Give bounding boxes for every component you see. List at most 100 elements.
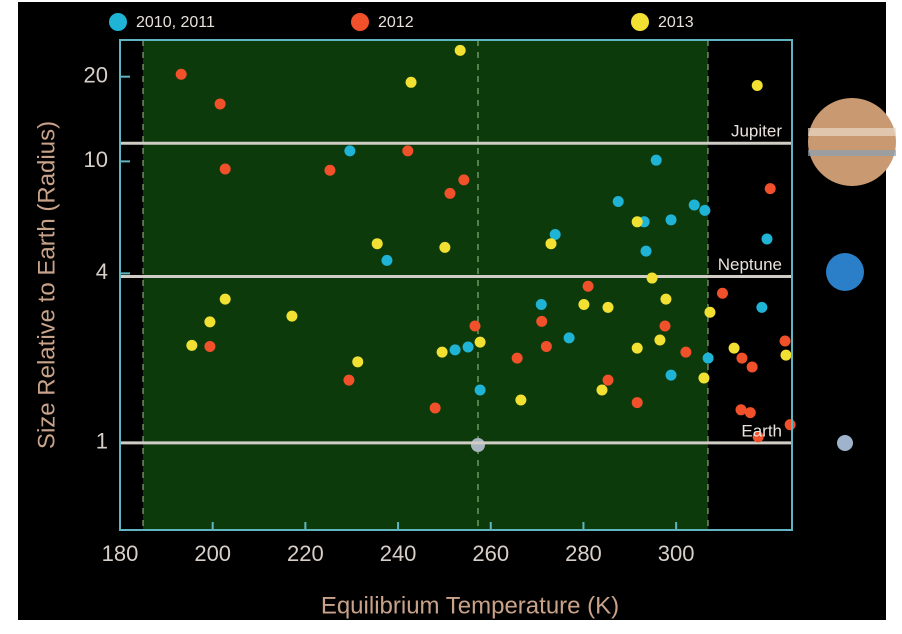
point	[474, 336, 486, 348]
point	[578, 299, 590, 311]
x-tick-label: 240	[380, 541, 417, 566]
point	[352, 356, 364, 368]
point	[540, 340, 552, 352]
point	[344, 145, 356, 157]
point	[204, 340, 216, 352]
point	[756, 301, 768, 313]
earth-marker	[471, 438, 485, 452]
point	[219, 293, 231, 305]
point	[779, 335, 791, 347]
point	[640, 245, 652, 257]
point	[761, 233, 773, 245]
point	[736, 352, 748, 364]
point	[596, 384, 608, 396]
point	[381, 254, 393, 266]
plot	[119, 44, 796, 530]
point	[219, 163, 231, 175]
legend-marker	[351, 13, 369, 31]
jupiter-band	[808, 128, 896, 136]
x-tick-label: 300	[658, 541, 695, 566]
point	[698, 372, 710, 384]
point	[752, 431, 764, 443]
point	[343, 374, 355, 386]
point	[702, 352, 714, 364]
reference-label: Neptune	[718, 255, 782, 274]
point	[449, 344, 461, 356]
habitable-zone	[143, 40, 708, 530]
point	[371, 238, 383, 250]
point	[688, 199, 700, 211]
point	[780, 349, 792, 361]
point	[402, 145, 414, 157]
point	[716, 287, 728, 299]
point	[631, 342, 643, 354]
point	[429, 402, 441, 414]
neptune-icon	[826, 253, 864, 291]
reference-label: Jupiter	[731, 122, 782, 141]
point	[728, 342, 740, 354]
point	[462, 341, 474, 353]
point	[751, 80, 763, 92]
point	[744, 407, 756, 419]
point	[214, 98, 226, 110]
point	[536, 315, 548, 327]
point	[324, 164, 336, 176]
y-axis-title: Size Relative to Earth (Radius)	[33, 121, 60, 449]
y-tick-label: 4	[96, 259, 108, 284]
y-tick-label: 1	[96, 429, 108, 454]
x-tick-label: 220	[287, 541, 324, 566]
point	[646, 272, 658, 284]
point	[784, 419, 796, 431]
point	[746, 361, 758, 373]
legend-marker	[109, 13, 127, 31]
point	[699, 204, 711, 216]
point	[735, 404, 747, 416]
point	[704, 306, 716, 318]
point	[563, 332, 575, 344]
reference-label: Earth	[741, 421, 782, 440]
earth-icon	[837, 435, 853, 451]
point	[545, 238, 557, 250]
legend-label: 2013	[658, 14, 694, 31]
point	[665, 214, 677, 226]
x-tick-label: 260	[472, 541, 509, 566]
jupiter-band	[808, 150, 896, 156]
point	[549, 228, 561, 240]
point	[602, 301, 614, 313]
x-axis-title: Equilibrium Temperature (K)	[321, 592, 619, 619]
point	[469, 320, 481, 332]
point	[186, 339, 198, 351]
point	[286, 310, 298, 322]
legend-marker	[631, 13, 649, 31]
point	[175, 68, 187, 80]
point	[665, 369, 677, 381]
point	[474, 384, 486, 396]
point	[764, 183, 776, 195]
point	[535, 299, 547, 311]
point	[515, 394, 527, 406]
point	[602, 374, 614, 386]
point	[631, 216, 643, 228]
x-tick-label: 280	[565, 541, 602, 566]
point	[436, 346, 448, 358]
point	[660, 293, 672, 305]
point	[659, 320, 671, 332]
point	[582, 280, 594, 292]
x-tick-label: 180	[102, 541, 139, 566]
legend-label: 2010, 2011	[136, 14, 215, 31]
point	[444, 187, 456, 199]
jupiter-icon	[808, 98, 896, 186]
point	[204, 316, 216, 328]
point	[650, 154, 662, 166]
point	[612, 196, 624, 208]
legend-label: 2012	[378, 14, 414, 31]
point	[511, 352, 523, 364]
point	[631, 397, 643, 409]
point	[405, 76, 417, 88]
point	[458, 174, 470, 186]
y-tick-label: 10	[84, 147, 108, 172]
point	[654, 334, 666, 346]
y-tick-label: 20	[84, 62, 108, 87]
plot-frame	[119, 39, 793, 531]
